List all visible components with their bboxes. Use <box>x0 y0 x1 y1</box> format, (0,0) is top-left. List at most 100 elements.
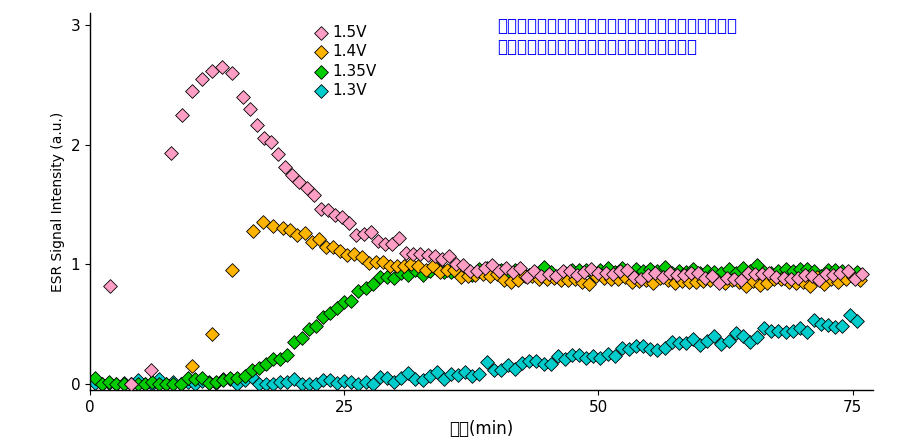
1.5V <box>313 205 328 212</box>
1.3V <box>671 339 686 346</box>
1.4V <box>276 225 291 232</box>
1.35V <box>764 269 778 276</box>
1.5V <box>584 266 598 273</box>
1.4V <box>461 272 475 280</box>
1.3V <box>330 380 345 387</box>
1.4V <box>362 259 376 266</box>
1.3V <box>252 381 266 388</box>
1.3V <box>365 380 380 387</box>
1.5V <box>662 269 677 276</box>
1.35V <box>664 269 679 276</box>
1.35V <box>500 268 515 275</box>
1.35V <box>544 268 558 275</box>
1.35V <box>316 314 330 321</box>
1.3V <box>187 381 202 388</box>
1.3V <box>800 328 814 335</box>
1.4V <box>732 279 746 286</box>
1.5V <box>812 276 826 283</box>
1.4V <box>266 222 280 229</box>
1.35V <box>786 268 800 275</box>
1.35V <box>387 275 401 282</box>
1.3V <box>757 325 771 332</box>
1.5V <box>205 67 220 74</box>
1.35V <box>145 379 159 386</box>
1.5V <box>677 272 691 279</box>
1.3V <box>387 378 401 385</box>
1.5V <box>464 268 478 275</box>
1.4V <box>368 258 382 265</box>
1.35V <box>266 356 280 363</box>
1.3V <box>600 350 615 358</box>
1.3V <box>401 370 416 377</box>
1.35V <box>323 309 338 316</box>
1.4V <box>504 278 518 285</box>
1.35V <box>487 264 501 272</box>
1.35V <box>522 271 536 278</box>
1.3V <box>180 378 194 385</box>
1.3V <box>316 376 330 383</box>
1.5V <box>841 267 855 274</box>
1.4V <box>824 275 839 282</box>
1.4V <box>297 229 311 237</box>
1.5V <box>194 75 209 82</box>
1.5V <box>626 274 641 281</box>
1.4V <box>646 279 661 286</box>
1.4V <box>340 252 355 259</box>
1.5V <box>484 261 499 268</box>
1.3V <box>223 375 238 382</box>
1.5V <box>670 272 684 279</box>
1.4V <box>326 244 340 251</box>
1.3V <box>522 357 536 364</box>
1.35V <box>657 264 671 271</box>
1.4V <box>724 276 739 284</box>
1.35V <box>409 267 423 274</box>
1.35V <box>644 265 658 272</box>
1.3V <box>458 368 473 375</box>
1.3V <box>558 355 572 362</box>
1.4V <box>688 279 703 286</box>
1.5V <box>548 272 562 279</box>
1.5V <box>535 272 549 279</box>
1.5V <box>342 219 356 226</box>
1.4V <box>639 276 653 283</box>
1.35V <box>230 374 245 381</box>
1.5V <box>826 271 841 278</box>
1.3V <box>409 375 423 382</box>
1.4V <box>375 259 390 266</box>
1.3V <box>664 338 679 345</box>
1.4V <box>632 278 646 285</box>
1.4V <box>739 282 753 289</box>
1.4V <box>454 273 468 280</box>
1.3V <box>728 330 742 337</box>
1.4V <box>582 280 597 288</box>
1.4V <box>468 272 482 279</box>
1.3V <box>586 352 600 359</box>
1.35V <box>180 375 194 382</box>
1.4V <box>539 275 554 282</box>
1.5V <box>335 213 349 220</box>
1.35V <box>515 269 529 276</box>
1.5V <box>242 105 256 113</box>
1.3V <box>715 340 729 347</box>
1.35V <box>436 268 451 276</box>
1.4V <box>845 274 859 281</box>
1.4V <box>284 226 298 233</box>
1.3V <box>700 338 715 345</box>
1.4V <box>246 227 260 234</box>
1.35V <box>800 266 814 273</box>
1.5V <box>235 93 249 100</box>
1.5V <box>364 228 378 235</box>
1.5V <box>855 270 869 277</box>
1.3V <box>159 381 174 388</box>
1.3V <box>451 372 465 379</box>
1.35V <box>380 274 394 281</box>
1.4V <box>311 236 326 243</box>
1.35V <box>615 264 629 272</box>
1.5V <box>249 122 264 129</box>
1.5V <box>648 269 662 276</box>
1.4V <box>532 275 546 282</box>
1.35V <box>88 375 103 382</box>
1.3V <box>629 342 643 350</box>
1.4V <box>838 276 852 283</box>
1.3V <box>258 380 273 387</box>
